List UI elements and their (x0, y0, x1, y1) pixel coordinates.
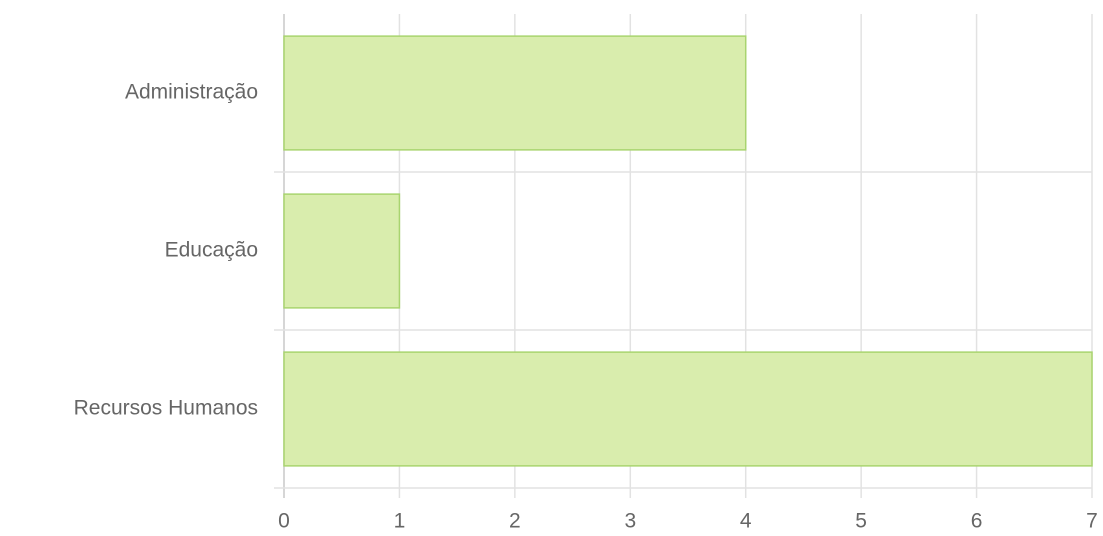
bar (283, 35, 747, 151)
x-tick-label: 1 (394, 510, 406, 533)
x-tick-label: 6 (971, 510, 983, 533)
bar (283, 193, 401, 309)
y-tick-label: Recursos Humanos (74, 397, 258, 420)
x-tick-label: 5 (855, 510, 867, 533)
x-tick-label: 4 (740, 510, 752, 533)
y-tick-label: Administração (125, 81, 258, 104)
y-tick-label: Educação (165, 239, 258, 262)
x-tick-label: 2 (509, 510, 521, 533)
bar (283, 351, 1093, 467)
x-tick-label: 3 (624, 510, 636, 533)
x-tick-label: 7 (1086, 510, 1098, 533)
x-tick-label: 0 (278, 510, 290, 533)
